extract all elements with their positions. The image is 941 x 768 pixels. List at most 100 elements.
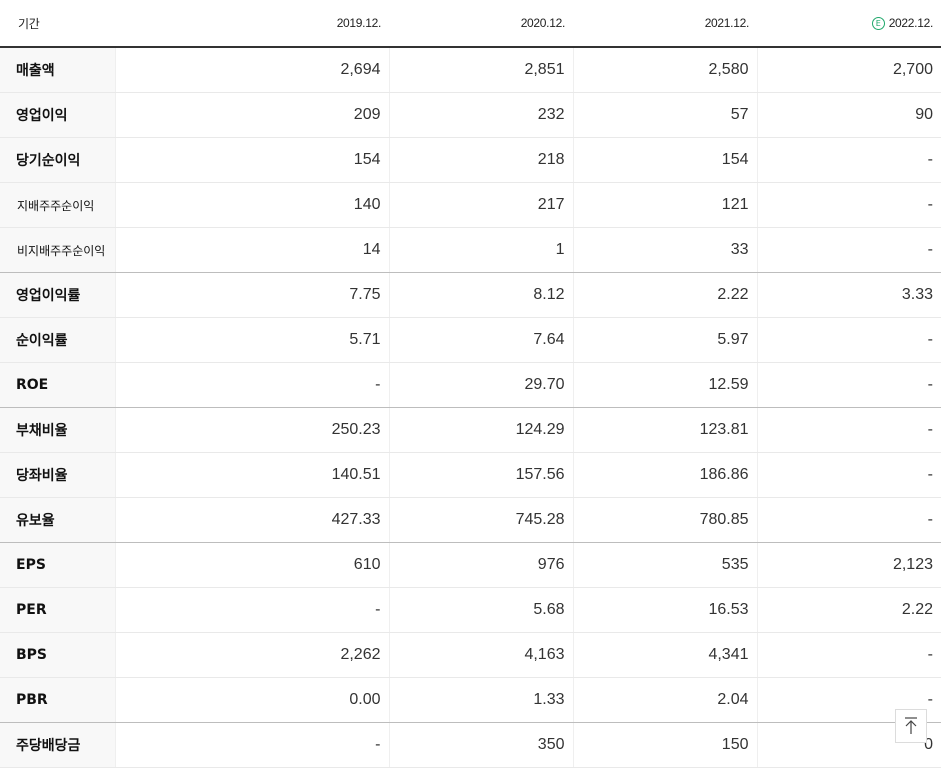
row-label: 유보율 [0, 497, 115, 543]
row-label: PBR [0, 677, 115, 723]
cell-value: - [114, 587, 389, 633]
period-label: 기간 [0, 0, 115, 48]
table-row: BPS 2,262 4,163 4,341 - [0, 632, 941, 678]
cell-value: 2,700 [756, 47, 941, 93]
row-label: 주당배당금 [0, 722, 115, 768]
cell-value: 610 [114, 542, 389, 588]
cell-value: 0.00 [114, 677, 389, 723]
cell-value: 5.68 [388, 587, 573, 633]
row-label: 매출액 [0, 47, 115, 93]
cell-value: 2,262 [114, 632, 389, 678]
cell-value: 232 [388, 92, 573, 138]
table-row: PER - 5.68 16.53 2.22 [0, 587, 941, 633]
cell-value: 154 [114, 137, 389, 183]
table-header-row: 기간 2019.12. 2020.12. 2021.12. E 2022.12. [0, 0, 941, 48]
cell-value: 217 [388, 182, 573, 228]
cell-value: 2.22 [756, 587, 941, 633]
cell-value: 33 [572, 227, 757, 273]
cell-value: 3.33 [756, 272, 941, 318]
cell-value: 2,851 [388, 47, 573, 93]
cell-value: 4,163 [388, 632, 573, 678]
cell-value: - [756, 227, 941, 273]
table-row: EPS 610 976 535 2,123 [0, 542, 941, 588]
row-label: 부채비율 [0, 407, 115, 453]
year-header-label: 2022.12. [888, 15, 934, 30]
table-row: 순이익률 5.71 7.64 5.97 - [0, 317, 941, 363]
table-row: 영업이익 209 232 57 90 [0, 92, 941, 138]
cell-value: - [756, 317, 941, 363]
cell-value: 2,580 [572, 47, 757, 93]
cell-value: - [756, 137, 941, 183]
row-label: PER [0, 587, 115, 633]
cell-value: 218 [388, 137, 573, 183]
cell-value: 5.71 [114, 317, 389, 363]
table-row: 매출액 2,694 2,851 2,580 2,700 [0, 47, 941, 93]
cell-value: 2,694 [114, 47, 389, 93]
cell-value: 121 [572, 182, 757, 228]
cell-value: 186.86 [572, 452, 757, 498]
cell-value: 2,123 [756, 542, 941, 588]
cell-value: 140 [114, 182, 389, 228]
table-row: 비지배주주순이익 14 1 33 - [0, 227, 941, 273]
cell-value: 124.29 [388, 407, 573, 453]
cell-value: 1 [388, 227, 573, 273]
cell-value: 90 [756, 92, 941, 138]
table-row: 영업이익률 7.75 8.12 2.22 3.33 [0, 272, 941, 318]
cell-value: - [756, 362, 941, 408]
row-label: 순이익률 [0, 317, 115, 363]
cell-value: - [756, 182, 941, 228]
cell-value: 976 [388, 542, 573, 588]
cell-value: - [114, 362, 389, 408]
arrow-up-to-top-icon [905, 717, 917, 734]
year-header: 2021.12. [573, 0, 757, 48]
cell-value: 427.33 [114, 497, 389, 543]
cell-value: 209 [114, 92, 389, 138]
row-label: 비지배주주순이익 [0, 227, 115, 273]
row-label: 지배주주순이익 [0, 182, 115, 228]
table-row: 당기순이익 154 218 154 - [0, 137, 941, 183]
cell-value: 150 [572, 722, 757, 768]
row-label: 영업이익률 [0, 272, 115, 318]
cell-value: 16.53 [572, 587, 757, 633]
year-header: 2020.12. [389, 0, 573, 48]
row-label: 영업이익 [0, 92, 115, 138]
scroll-to-top-button[interactable] [895, 709, 927, 743]
cell-value: - [756, 407, 941, 453]
cell-value: - [756, 452, 941, 498]
cell-value: 157.56 [388, 452, 573, 498]
cell-value: 2.22 [572, 272, 757, 318]
cell-value: - [114, 722, 389, 768]
row-label: BPS [0, 632, 115, 678]
cell-value: 780.85 [572, 497, 757, 543]
cell-value: 7.75 [114, 272, 389, 318]
cell-value: 29.70 [388, 362, 573, 408]
row-label: EPS [0, 542, 115, 588]
cell-value: 1.33 [388, 677, 573, 723]
cell-value: 5.97 [572, 317, 757, 363]
table-row: 유보율 427.33 745.28 780.85 - [0, 497, 941, 543]
cell-value: 745.28 [388, 497, 573, 543]
table-row: 당좌비율 140.51 157.56 186.86 - [0, 452, 941, 498]
table-row: 지배주주순이익 140 217 121 - [0, 182, 941, 228]
cell-value: 57 [572, 92, 757, 138]
cell-value: 4,341 [572, 632, 757, 678]
row-label: 당기순이익 [0, 137, 115, 183]
year-header: 2019.12. [115, 0, 389, 48]
cell-value: 154 [572, 137, 757, 183]
cell-value: 123.81 [572, 407, 757, 453]
cell-value: 14 [114, 227, 389, 273]
cell-value: 8.12 [388, 272, 573, 318]
cell-value: 350 [388, 722, 573, 768]
cell-value: 7.64 [388, 317, 573, 363]
year-header-estimate: E 2022.12. [757, 0, 941, 48]
estimate-icon: E [871, 17, 885, 31]
cell-value: 250.23 [114, 407, 389, 453]
cell-value: 535 [572, 542, 757, 588]
table-row: 주당배당금 - 350 150 0 [0, 722, 941, 768]
cell-value: - [756, 632, 941, 678]
table-row: PBR 0.00 1.33 2.04 - [0, 677, 941, 723]
cell-value: 2.04 [572, 677, 757, 723]
cell-value: 12.59 [572, 362, 757, 408]
cell-value: - [756, 497, 941, 543]
